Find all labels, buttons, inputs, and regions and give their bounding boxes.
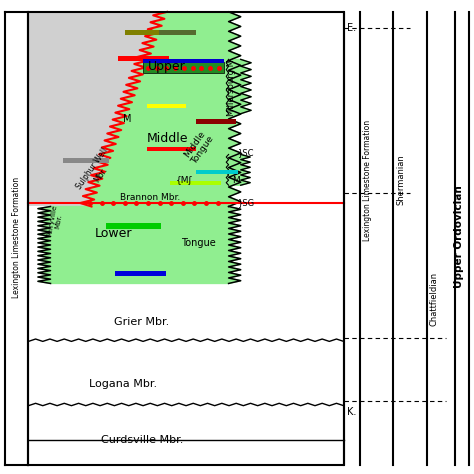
Text: Lexington Limestone Formation: Lexington Limestone Formation [363, 119, 372, 241]
Bar [63, 158, 109, 163]
Text: K.: K. [347, 408, 356, 418]
Text: Perryville
Mbr.: Perryville Mbr. [46, 204, 64, 238]
Text: M: M [124, 114, 132, 124]
Bar [144, 62, 224, 73]
Text: Chattfieldian: Chattfieldian [429, 272, 438, 326]
Bar [106, 223, 161, 229]
Bar [125, 30, 159, 35]
Text: Curdsville Mbr.: Curdsville Mbr. [101, 435, 183, 445]
Text: Tongue: Tongue [181, 238, 216, 248]
Text: E.: E. [347, 23, 356, 33]
Text: }SC: }SC [238, 148, 255, 157]
Text: Lexington Limestone Formation: Lexington Limestone Formation [12, 176, 21, 298]
Bar [170, 181, 221, 185]
Bar [146, 146, 195, 152]
Polygon shape [226, 59, 251, 114]
Text: {Mʃ: {Mʃ [176, 176, 193, 185]
Text: Lower: Lower [95, 227, 132, 240]
Text: Brannon Mbr.: Brannon Mbr. [119, 193, 180, 202]
Text: Sulphur Well
Mbr.: Sulphur Well Mbr. [74, 146, 118, 197]
Bar [118, 55, 169, 62]
Text: Upper Ordovician: Upper Ordovician [454, 186, 464, 288]
Text: Millersburg M.: Millersburg M. [227, 57, 236, 116]
Text: Middle: Middle [146, 132, 188, 145]
Bar [146, 103, 186, 108]
Text: Middle
Tongue: Middle Tongue [182, 129, 216, 166]
Polygon shape [80, 12, 241, 207]
Text: Shermanian: Shermanian [397, 155, 406, 206]
Text: Grier Mbr.: Grier Mbr. [114, 317, 170, 327]
Text: Upper: Upper [148, 60, 186, 73]
Bar [195, 170, 238, 174]
Polygon shape [226, 155, 250, 185]
Bar [195, 119, 237, 124]
Polygon shape [38, 207, 241, 283]
Text: Logana Mbr.: Logana Mbr. [89, 379, 157, 389]
Text: }SG: }SG [238, 199, 255, 208]
Bar [159, 30, 195, 35]
Bar [115, 271, 165, 275]
Text: M: M [233, 176, 240, 185]
Bar [144, 59, 224, 63]
Polygon shape [28, 12, 192, 207]
